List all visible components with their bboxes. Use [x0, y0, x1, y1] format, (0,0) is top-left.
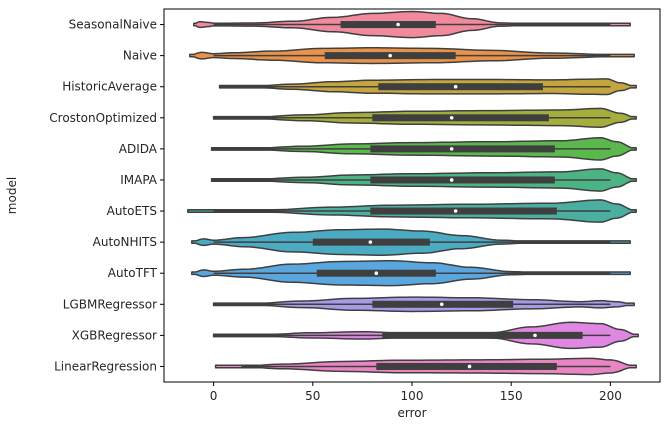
y-tick-label: LGBMRegressor — [63, 297, 157, 311]
violin-linearregression — [214, 357, 637, 376]
y-tick-label: XGBRegressor — [72, 328, 157, 342]
violin-adida — [210, 137, 637, 161]
violin-iqr-box — [372, 114, 549, 122]
violin-median — [374, 271, 379, 276]
y-tick-label: SeasonalNaive — [69, 18, 157, 32]
y-tick-label: HistoricAverage — [62, 80, 157, 94]
violin-iqr-box — [370, 176, 555, 184]
y-tick-label: AutoNHITS — [93, 235, 157, 249]
violin-seasonalnaive — [193, 10, 631, 39]
x-tick-label: 50 — [305, 389, 320, 403]
x-axis-title: error — [397, 406, 426, 420]
y-tick-label: Naive — [123, 49, 157, 63]
y-tick-label: ADIDA — [119, 142, 158, 156]
x-axis: 0 50 100 150 200 — [210, 382, 622, 403]
violin-lgbmregressor — [212, 296, 635, 313]
violin-iqr-box — [382, 331, 583, 339]
violin-xgbregressor — [212, 321, 639, 350]
violin-autoets — [187, 199, 637, 223]
violin-median — [388, 53, 392, 58]
violin-autonhits — [191, 228, 631, 256]
violin-imapa — [210, 168, 637, 192]
x-tick-label: 200 — [599, 389, 622, 403]
violin-autotft — [191, 260, 631, 287]
y-axis-title: model — [5, 177, 19, 214]
violin-median — [449, 115, 454, 120]
y-tick-label: CrostonOptimized — [49, 111, 157, 125]
violin-iqr-box — [376, 362, 557, 370]
violin-iqr-box — [370, 145, 555, 153]
violin-median — [449, 178, 454, 182]
x-tick-label: 100 — [401, 389, 424, 403]
y-tick-label: IMAPA — [120, 173, 158, 187]
violin-iqr-box — [370, 207, 557, 215]
violin-median — [453, 84, 458, 89]
y-axis: SeasonalNaive Naive HistoricAverage Croston… — [49, 18, 164, 373]
x-tick-label: 150 — [500, 389, 523, 403]
violin-median — [533, 333, 537, 338]
violin-median — [368, 240, 373, 244]
violin-median — [449, 147, 454, 151]
violin-crostonoptimized — [212, 107, 637, 128]
x-tick-label: 0 — [210, 389, 218, 403]
violin-iqr-box — [340, 21, 436, 29]
y-tick-label: LinearRegression — [54, 359, 157, 373]
violins-layer — [187, 10, 639, 376]
violin-median — [467, 364, 472, 369]
violin-median — [439, 302, 444, 307]
violin-median — [453, 209, 458, 213]
violin-median — [396, 22, 400, 27]
violin-naive — [189, 47, 635, 65]
violin-historicaverage — [218, 78, 637, 96]
violin-iqr-box — [378, 83, 543, 91]
y-tick-label: AutoTFT — [108, 266, 158, 280]
y-tick-label: AutoETS — [107, 204, 157, 218]
